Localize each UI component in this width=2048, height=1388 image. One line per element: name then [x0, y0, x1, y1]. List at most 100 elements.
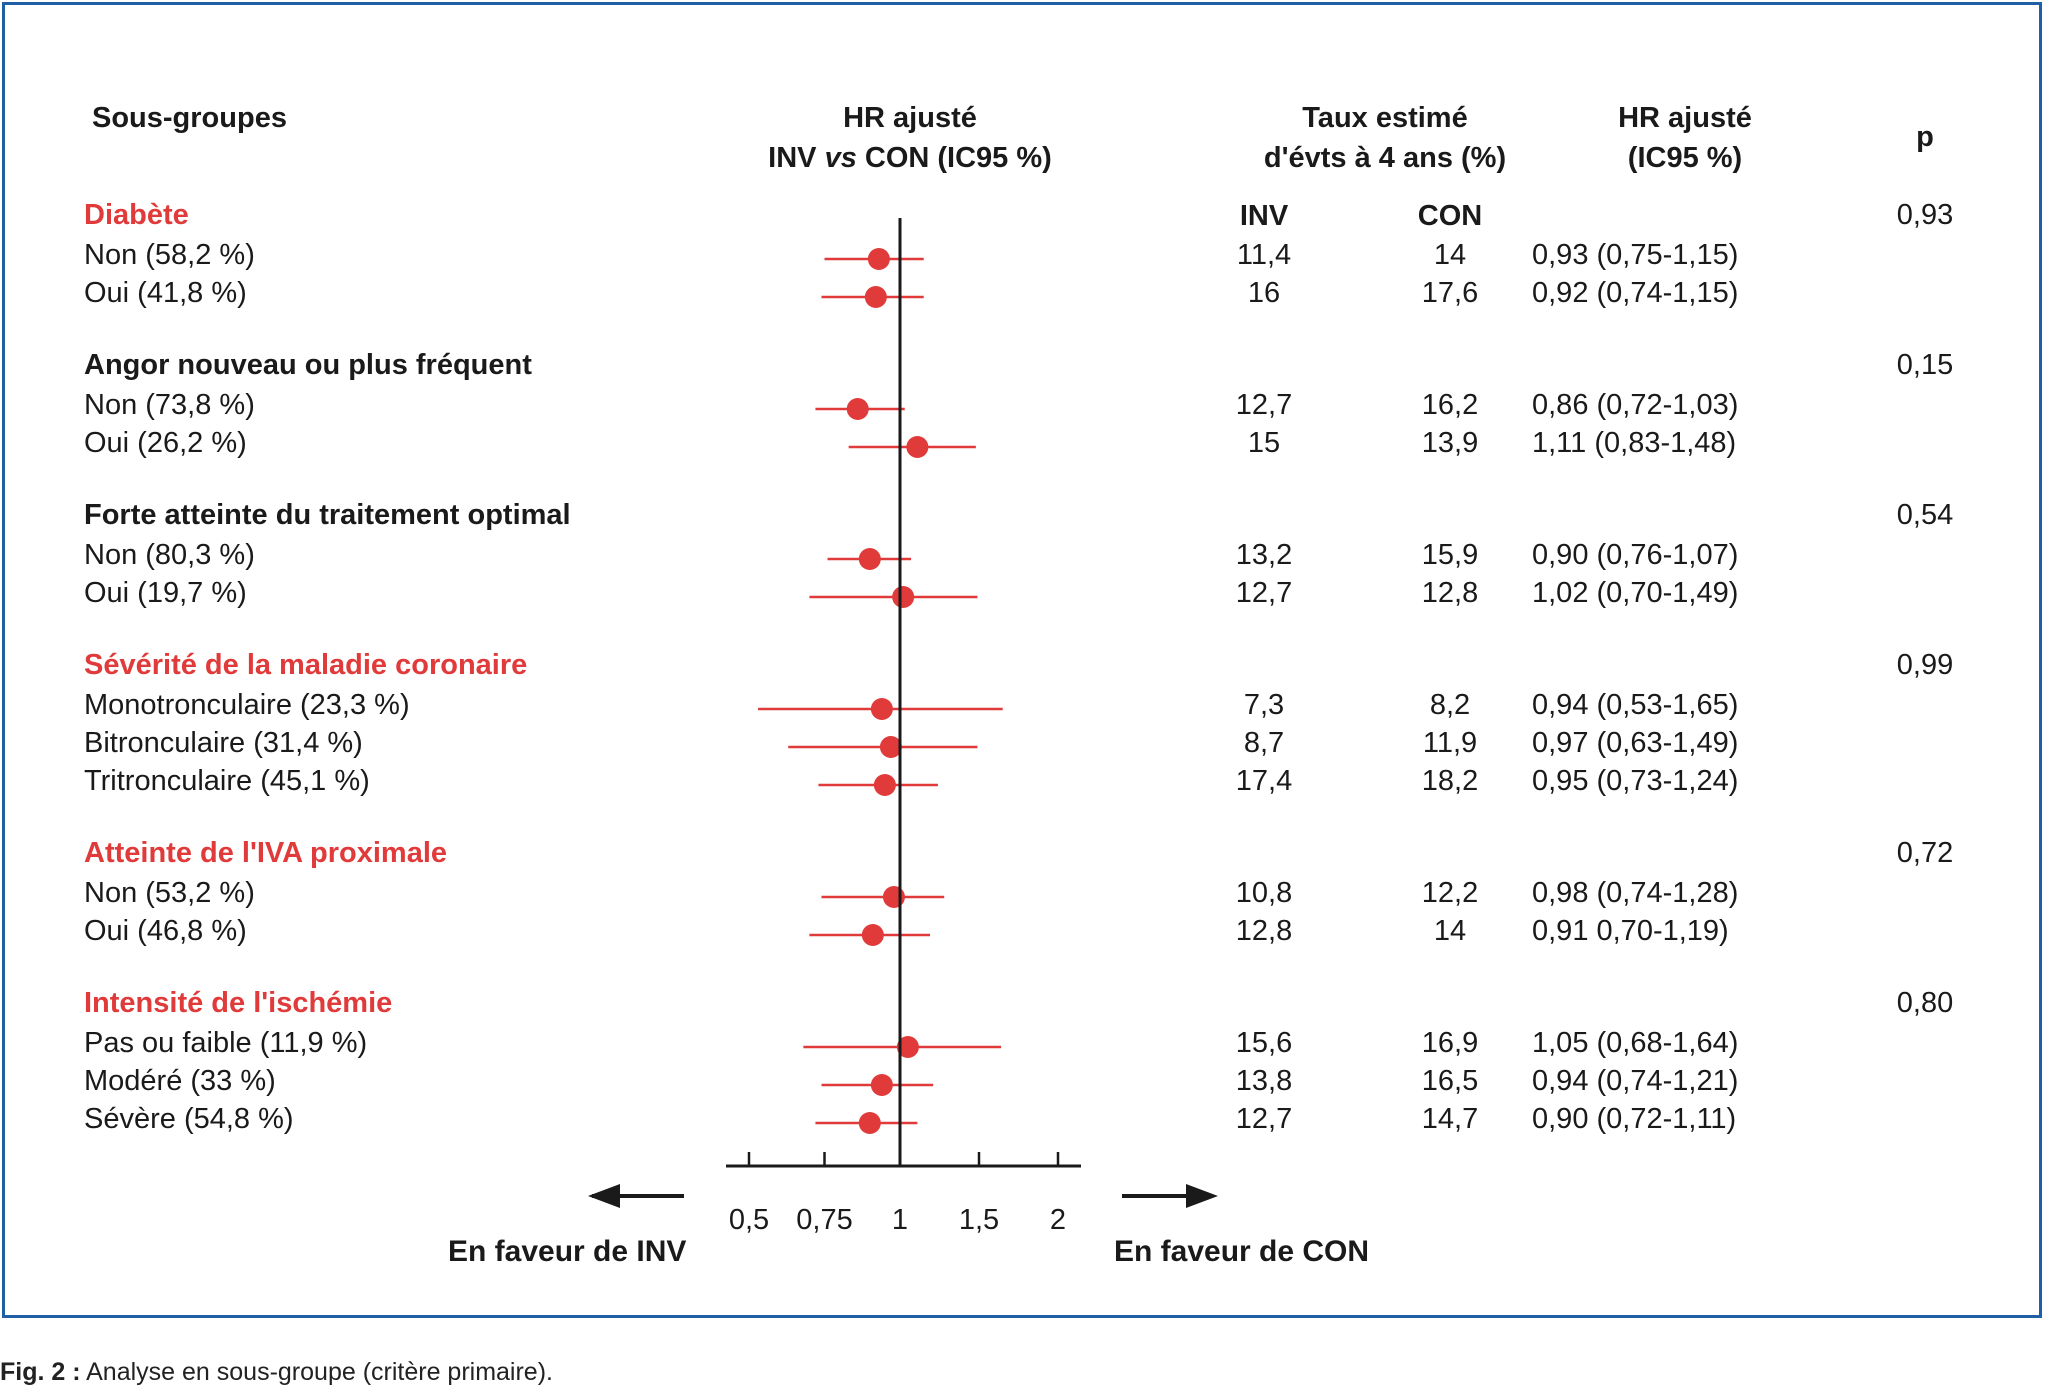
- row-con-rate: 15,9: [1421, 539, 1479, 571]
- header-hr-forest-line1: HR ajusté: [843, 102, 977, 134]
- row-label: Bitronculaire (31,4 %): [84, 727, 363, 759]
- row-con-rate: 12,8: [1421, 577, 1479, 609]
- x-tick-label: 2: [1049, 1204, 1067, 1236]
- header-rate-line1: Taux estimé: [1302, 102, 1468, 134]
- header-hr-forest-con: CON (IC95 %): [856, 142, 1052, 174]
- header-rate: Taux estimé d'évts à 4 ans (%): [1225, 98, 1545, 178]
- x-tick-label: 1,5: [958, 1204, 1000, 1236]
- group-p-value: 0,80: [1896, 987, 1954, 1019]
- hr-point: [906, 436, 929, 458]
- favor-inv-label: En faveur de INV: [448, 1235, 687, 1268]
- row-hr-ci: 0,91 0,70-1,19): [1532, 915, 1729, 947]
- row-inv-rate: 11,4: [1236, 239, 1292, 271]
- row-inv-rate: 12,8: [1235, 915, 1293, 947]
- row-con-rate: 16,9: [1421, 1027, 1479, 1059]
- arrow-left-head: [588, 1184, 620, 1208]
- header-hr-forest-vs: vs: [824, 142, 857, 174]
- row-hr-ci: 0,97 (0,63-1,49): [1532, 727, 1739, 759]
- row-inv-rate: 13,2: [1235, 539, 1293, 571]
- group-title: Intensité de l'ischémie: [84, 987, 393, 1019]
- row-con-rate: 16,2: [1421, 389, 1479, 421]
- row-hr-ci: 0,86 (0,72-1,03): [1532, 389, 1739, 421]
- hr-point: [858, 548, 881, 570]
- header-hr-ci: HR ajusté (IC95 %): [1565, 98, 1805, 178]
- row-label: Pas ou faible (11,9 %): [84, 1027, 368, 1059]
- row-inv-rate: 15: [1247, 427, 1281, 459]
- header-subgroups: Sous-groupes: [92, 102, 287, 134]
- row-con-rate: 12,2: [1421, 877, 1479, 909]
- row-hr-ci: 0,93 (0,75-1,15): [1532, 239, 1739, 271]
- row-con-rate: 8,2: [1429, 689, 1471, 721]
- row-label: Oui (41,8 %): [84, 277, 247, 309]
- group-title: Angor nouveau ou plus fréquent: [84, 349, 532, 381]
- caption-text: Analyse en sous-groupe (critère primaire…: [80, 1358, 553, 1386]
- hr-point: [858, 1112, 881, 1134]
- row-inv-rate: 10,8: [1235, 877, 1293, 909]
- row-hr-ci: 1,05 (0,68-1,64): [1532, 1027, 1739, 1059]
- row-hr-ci: 1,02 (0,70-1,49): [1532, 577, 1739, 609]
- row-inv-rate: 12,7: [1235, 389, 1293, 421]
- row-con-rate: 17,6: [1421, 277, 1479, 309]
- header-p: p: [1916, 121, 1934, 153]
- row-hr-ci: 0,94 (0,74-1,21): [1532, 1065, 1739, 1097]
- caption-label: Fig. 2 :: [0, 1358, 81, 1386]
- row-label: Non (53,2 %): [84, 877, 255, 909]
- hr-point: [861, 924, 884, 946]
- forest-plot-marks: [758, 248, 1003, 1134]
- hr-point: [846, 398, 869, 420]
- hr-point: [870, 1074, 893, 1096]
- x-tick-label: 0,75: [796, 1204, 853, 1236]
- row-con-rate: 14,7: [1421, 1103, 1479, 1135]
- row-hr-ci: 0,95 (0,73-1,24): [1532, 765, 1739, 797]
- group-title: Diabète: [84, 199, 189, 231]
- hr-point: [892, 586, 915, 608]
- hr-point: [867, 248, 890, 270]
- row-inv-rate: 15,6: [1235, 1027, 1293, 1059]
- hr-point: [873, 774, 896, 796]
- row-con-rate: 13,9: [1421, 427, 1479, 459]
- figure-caption: Fig. 2 : Analyse en sous-groupe (critère…: [0, 1358, 553, 1387]
- header-rate-line2: d'évts à 4 ans (%): [1263, 142, 1507, 174]
- group-p-value: 0,72: [1896, 837, 1954, 869]
- row-label: Oui (46,8 %): [84, 915, 247, 947]
- row-inv-rate: 7,3: [1243, 689, 1285, 721]
- row-inv-rate: 13,8: [1235, 1065, 1293, 1097]
- row-inv-rate: 17,4: [1235, 765, 1293, 797]
- row-inv-rate: 12,7: [1235, 1103, 1293, 1135]
- hr-point: [879, 736, 902, 758]
- arrow-right-head: [1186, 1184, 1218, 1208]
- row-hr-ci: 0,92 (0,74-1,15): [1532, 277, 1739, 309]
- row-label: Non (80,3 %): [84, 539, 255, 571]
- header-hr-ci-line2: (IC95 %): [1627, 142, 1743, 174]
- row-hr-ci: 0,98 (0,74-1,28): [1532, 877, 1739, 909]
- header-hr-ci-line1: HR ajusté: [1618, 102, 1752, 134]
- row-inv-rate: 8,7: [1243, 727, 1285, 759]
- hr-point: [870, 698, 893, 720]
- group-p-value: 0,54: [1896, 499, 1954, 531]
- header-con: CON: [1417, 200, 1483, 232]
- row-hr-ci: 0,90 (0,76-1,07): [1532, 539, 1739, 571]
- row-con-rate: 16,5: [1421, 1065, 1479, 1097]
- row-hr-ci: 0,90 (0,72-1,11): [1532, 1103, 1737, 1135]
- header-inv: INV: [1239, 200, 1289, 232]
- favor-con-label: En faveur de CON: [1114, 1235, 1370, 1268]
- group-p-value: 0,15: [1896, 349, 1954, 381]
- row-hr-ci: 0,94 (0,53-1,65): [1532, 689, 1739, 721]
- x-tick-label: 0,5: [728, 1204, 770, 1236]
- figure-frame: [2, 2, 2042, 1318]
- hr-point: [896, 1036, 919, 1058]
- header-hr-forest: HR ajusté INV vs CON (IC95 %): [740, 98, 1080, 178]
- row-label: Non (58,2 %): [84, 239, 255, 271]
- row-hr-ci: 1,11 (0,83-1,48): [1532, 427, 1737, 459]
- row-label: Modéré (33 %): [84, 1065, 276, 1097]
- row-label: Sévère (54,8 %): [84, 1103, 294, 1135]
- group-title: Atteinte de l'IVA proximale: [84, 837, 448, 869]
- row-con-rate: 18,2: [1421, 765, 1479, 797]
- header-hr-forest-inv: INV: [768, 142, 825, 174]
- row-con-rate: 14: [1433, 239, 1467, 271]
- row-label: Oui (26,2 %): [84, 427, 247, 459]
- x-tick-label: 1: [891, 1204, 909, 1236]
- group-p-value: 0,99: [1896, 649, 1954, 681]
- group-p-value: 0,93: [1896, 199, 1954, 231]
